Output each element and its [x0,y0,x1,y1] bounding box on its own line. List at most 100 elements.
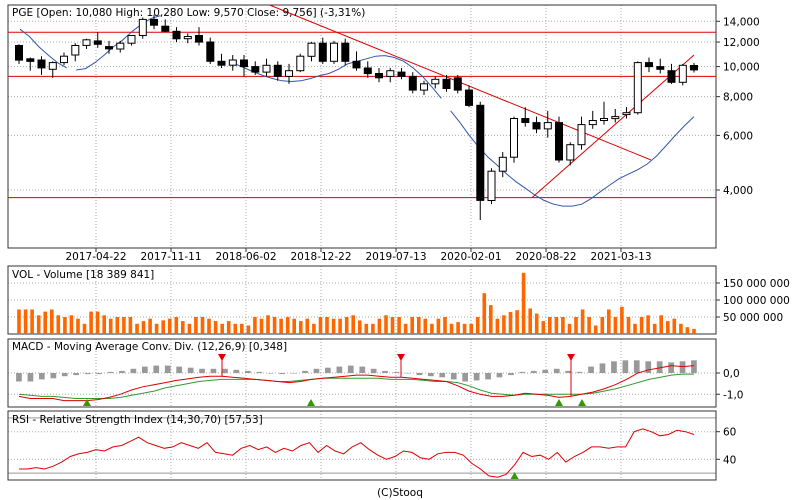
price-candle [386,67,395,83]
volume-bar [43,311,47,334]
volume-bar [377,318,382,334]
macd-histogram [16,360,697,382]
rsi-panel-frame [7,410,717,481]
candle-body-down [465,89,473,106]
volume-bar [17,309,21,334]
price-candle [127,35,136,46]
volume-bar [115,317,120,334]
macd-histogram-bar [347,365,354,373]
volume-bar [135,323,139,334]
candle-body-down [476,104,485,201]
volume-bar [417,317,421,334]
macd-histogram-bar [245,370,251,373]
macd-histogram-bar [256,371,263,373]
volume-bar [358,320,362,334]
macd-histogram-bar [176,366,182,373]
macd-histogram-bar [668,362,674,373]
volume-bar [259,318,264,334]
macd-histogram-bar [439,373,446,378]
macd-histogram-bar [645,361,652,373]
macd-histogram-bar [393,371,400,373]
candle-body-down [397,71,406,77]
volume-bar [30,309,34,334]
volume-bar [272,317,277,334]
price-candle [645,57,653,73]
rsi-y-tick-label: 40 [723,454,736,466]
macd-histogram-bar [222,368,228,374]
candle-body-down [341,42,350,62]
volume-bar [351,315,355,334]
macd-histogram-bar [633,360,640,374]
volume-bar [23,309,28,334]
rsi-panel: 60 40 RSI - Relative Strength Index (14,3… [7,410,736,481]
price-candle [375,67,383,83]
volume-bar [213,321,218,334]
macd-histogram-bar [187,367,194,373]
macd-histogram-bar [313,368,320,374]
volume-y-tick-label: 50 000 000 [723,312,783,324]
macd-histogram-bar [164,365,171,373]
volume-gridlines [8,266,716,334]
volume-bar [344,317,349,334]
price-candle [363,61,372,78]
volume-bar [587,317,591,334]
price-y-tick-label: 14,000 [723,16,760,28]
price-y-tick-label: 10,000 [723,62,760,74]
candle-body-up [71,45,80,56]
macd-buy-marker [555,399,563,406]
volume-bar [528,308,532,334]
volume-bar [666,321,670,334]
price-candle [588,110,597,129]
macd-sell-marker [567,354,575,361]
volume-bar [521,272,526,334]
volume-bar [312,323,316,334]
price-trend-line [531,54,695,198]
candle-body-up [48,62,57,70]
candle-body-up [262,64,271,73]
volume-bar [200,317,205,334]
macd-histogram-bar [382,370,388,373]
price-candle [150,14,158,30]
volume-bar [253,317,257,334]
price-candle [656,58,665,74]
volume-bar [541,321,546,334]
price-candle [555,116,563,163]
price-candle [532,116,541,134]
macd-histogram-bar [405,373,411,374]
candle-body-up [588,120,597,126]
volume-bar [639,317,644,334]
candle-body-down [352,60,361,69]
volume-bar [515,310,519,334]
volume-bar [620,306,624,334]
volume-bar [161,320,165,334]
volume-bar [449,323,454,334]
price-panel-frame [7,4,717,249]
candle-body-up [330,42,338,62]
x-tick-label: 2018-06-02 [215,251,276,263]
macd-histogram-bar [416,373,423,376]
macd-histogram-bar [153,365,160,373]
macd-histogram-bar [553,368,560,374]
price-candle [206,37,215,64]
price-candle [183,33,192,44]
x-tick-label: 2017-11-11 [140,251,201,263]
volume-bar [462,323,467,334]
rsi-gridlines [8,411,716,480]
volume-bar [174,317,179,334]
price-y-tick-label: 12,000 [723,37,760,49]
moving-average-line [235,55,442,99]
rsi-lines [19,428,695,478]
volume-bar [220,323,224,334]
macd-histogram-bar [588,366,594,373]
macd-histogram-bar [462,373,468,382]
price-candle [60,52,68,66]
volume-bar [331,318,336,334]
volume-bar [325,317,329,334]
volume-bar [240,323,244,334]
price-y-axis: 4,000 6,000 8,000 10,000 12,000 14,000 [716,16,760,197]
volume-bar [659,315,663,334]
macd-histogram-bar [565,370,571,373]
candle-body-up [633,62,642,114]
price-candle [161,19,170,33]
